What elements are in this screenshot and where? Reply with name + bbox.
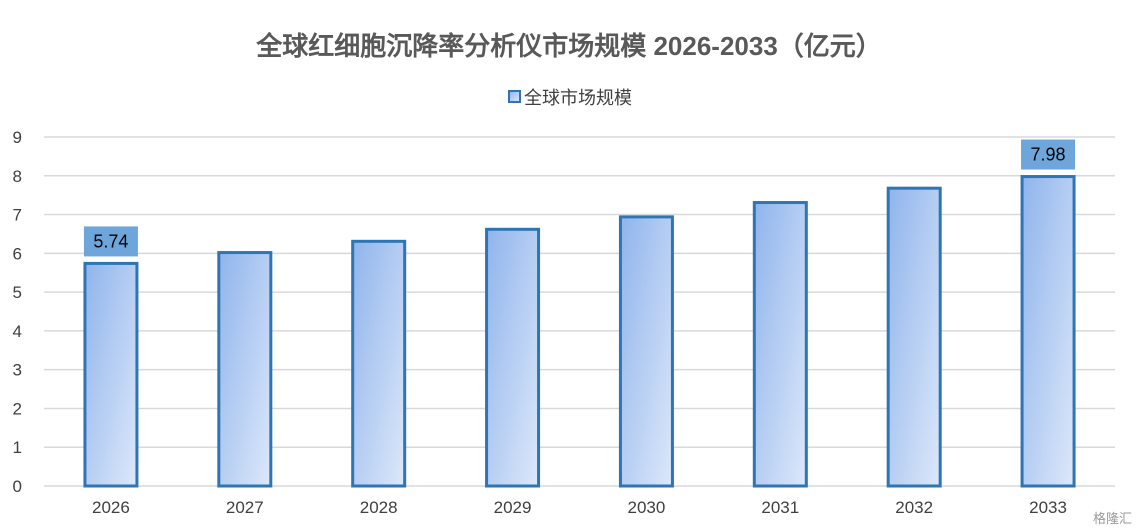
bar-2027 — [217, 251, 273, 488]
y-tick-label: 7 — [13, 206, 22, 225]
bar-2031 — [752, 201, 808, 488]
y-tick-label: 3 — [13, 361, 22, 380]
data-label-2026: 5.74 — [83, 226, 138, 257]
x-tick-label: 2028 — [360, 498, 398, 517]
y-tick-label: 2 — [13, 399, 22, 418]
x-tick-label: 2029 — [494, 498, 532, 517]
watermark: 格隆汇 — [1092, 511, 1132, 526]
x-tick-label: 2027 — [226, 498, 264, 517]
y-tick-label: 5 — [13, 283, 22, 302]
legend-label: 全球市场规模 — [524, 88, 632, 108]
legend-swatch — [508, 90, 521, 103]
bar-2026 — [83, 261, 139, 488]
y-tick-label: 1 — [13, 438, 22, 457]
bar-2029 — [485, 227, 541, 488]
y-tick-label: 8 — [13, 167, 22, 186]
data-label-text: 5.74 — [93, 231, 128, 251]
bar-2030 — [618, 215, 674, 488]
data-label-2033: 7.98 — [1021, 139, 1076, 170]
bar-2033 — [1020, 175, 1076, 488]
bar-2032 — [886, 186, 942, 488]
data-label-text: 7.98 — [1031, 145, 1066, 165]
y-tick-label: 6 — [13, 244, 22, 263]
y-tick-label: 0 — [13, 477, 22, 496]
x-tick-label: 2033 — [1029, 498, 1067, 517]
data-label-box — [1021, 139, 1076, 170]
bar-2028 — [351, 239, 407, 488]
y-tick-label: 9 — [13, 128, 22, 147]
data-label-box — [83, 226, 138, 257]
y-tick-label: 4 — [13, 322, 22, 341]
chart-title: 全球红细胞沉降率分析仪市场规模 2026-2033（亿元） — [256, 31, 882, 61]
legend: 全球市场规模 — [508, 88, 632, 108]
x-tick-label: 2032 — [895, 498, 933, 517]
x-tick-label: 2026 — [92, 498, 130, 517]
x-tick-label: 2030 — [628, 498, 666, 517]
x-tick-label: 2031 — [761, 498, 799, 517]
